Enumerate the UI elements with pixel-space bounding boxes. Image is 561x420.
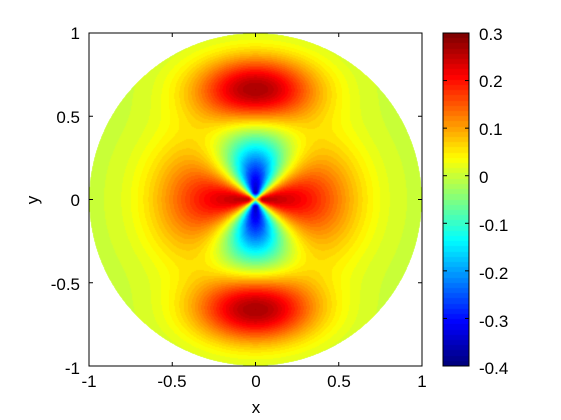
y-tick-label: 0	[71, 191, 80, 210]
field-heatmap	[89, 33, 422, 366]
colorbar: -0.4 -0.3 -0.2 -0.1 0 0.1 0.2 0.3	[442, 25, 508, 378]
colorbar-tick-label: -0.3	[479, 312, 508, 331]
colorbar-tick-label: -0.4	[479, 359, 508, 378]
y-tick-label: 0.5	[56, 108, 80, 127]
x-tick-label: 1	[417, 372, 426, 391]
colorbar-tick-label: 0	[479, 168, 488, 187]
colorbar-gradient	[443, 33, 469, 366]
x-tick-label: 0.5	[327, 372, 351, 391]
colorbar-tick-label: 0.1	[479, 120, 503, 139]
colorbar-tick-label: 0.3	[479, 25, 503, 44]
x-tick-label: -0.5	[157, 372, 186, 391]
x-axis-label: x	[252, 398, 261, 417]
colorbar-tick-label: 0.2	[479, 72, 503, 91]
colorbar-frame	[442, 32, 470, 367]
main-plot: -1 -0.5 0 0.5 1 -1 -0.5 0 0.5 1 x y	[23, 24, 427, 417]
x-tick-label: 0	[251, 372, 260, 391]
x-tick-label: -1	[81, 372, 96, 391]
y-tick-label: -0.5	[51, 275, 80, 294]
colorbar-tick-label: -0.1	[479, 216, 508, 235]
colorbar-ticks	[443, 32, 469, 367]
y-axis-label: y	[23, 195, 42, 204]
y-tick-label: -1	[65, 359, 80, 378]
colorbar-tick-label: -0.2	[479, 264, 508, 283]
plot-ticks	[88, 32, 423, 367]
y-tick-label: 1	[71, 24, 80, 43]
